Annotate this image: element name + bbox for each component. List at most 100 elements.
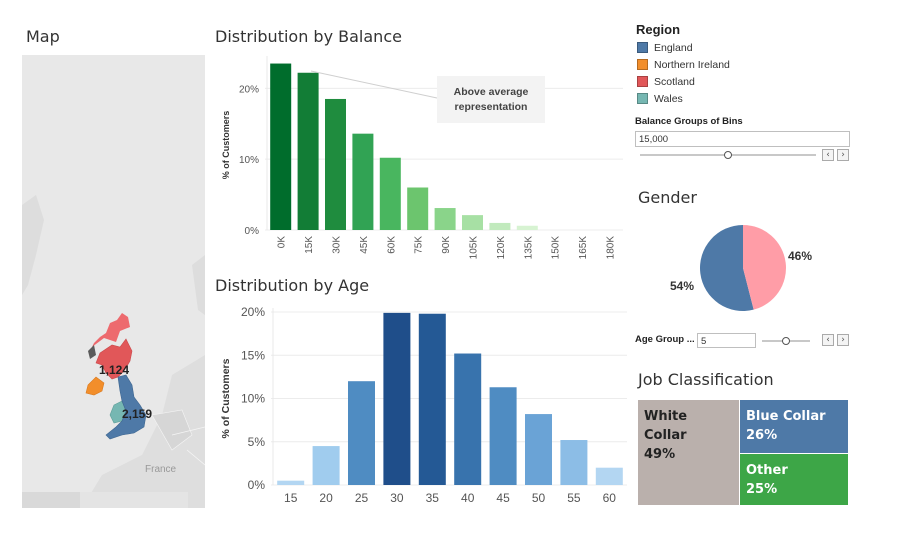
- pie-slice-label: 46%: [788, 249, 812, 263]
- balance-bins-input[interactable]: 15,000: [635, 131, 850, 147]
- annotation-line-2: representation: [454, 101, 528, 113]
- legend-item-wales[interactable]: Wales: [637, 90, 730, 107]
- annotation-line-1: Above average: [453, 86, 529, 98]
- bar[interactable]: [418, 313, 446, 485]
- x-tick-label: 165K: [578, 236, 589, 260]
- age-group-input[interactable]: 5: [697, 333, 756, 348]
- x-tick-label: 50: [532, 491, 546, 505]
- x-tick-label: 20: [319, 491, 333, 505]
- balance-bins-increment-button[interactable]: ›: [837, 149, 849, 161]
- pie-slice[interactable]: [700, 225, 754, 311]
- france-label: France: [145, 464, 177, 475]
- legend-label: Scotland: [654, 75, 695, 88]
- legend-label: England: [654, 41, 693, 54]
- bar[interactable]: [560, 440, 588, 485]
- scotland-region[interactable]: [95, 338, 133, 380]
- bar[interactable]: [383, 312, 411, 485]
- x-tick-label: 90K: [441, 236, 452, 254]
- tile-percent: 49%: [644, 447, 676, 462]
- legend-swatch: [637, 59, 648, 70]
- balance-bins-label: Balance Groups of Bins: [635, 116, 743, 127]
- gender-pie-chart: 54% 46%: [670, 225, 812, 311]
- legend-item-england[interactable]: England: [637, 39, 730, 56]
- age-group-increment-button[interactable]: ›: [837, 334, 849, 346]
- x-tick-label: 45K: [359, 236, 370, 254]
- tile-percent: 25%: [746, 482, 778, 497]
- legend-label: Northern Ireland: [654, 58, 730, 71]
- legend-item-northern-ireland[interactable]: Northern Ireland: [637, 56, 730, 73]
- x-tick-label: 150K: [551, 236, 562, 260]
- tile-other[interactable]: Other 25%: [740, 454, 848, 505]
- age-group-label: Age Group ...: [635, 334, 695, 345]
- y-axis-label: % of Customers: [220, 358, 232, 438]
- legend-swatch: [637, 76, 648, 87]
- balance-chart-title: Distribution by Balance: [215, 27, 402, 46]
- x-tick-label: 135K: [523, 236, 534, 260]
- map-title: Map: [26, 27, 60, 46]
- y-tick-label: 15%: [241, 348, 265, 362]
- pie-slice-label: 54%: [670, 279, 694, 293]
- age-chart: % of Customers 0% 5% 10% 15% 20% 15 20 25 30 35 40 4…: [220, 305, 627, 505]
- bar[interactable]: [489, 387, 517, 485]
- y-tick-label: 20%: [239, 84, 259, 95]
- bar[interactable]: [352, 133, 374, 230]
- bar[interactable]: [312, 446, 340, 485]
- bar[interactable]: [516, 225, 538, 230]
- y-tick-label: 10%: [239, 155, 259, 166]
- region-map[interactable]: 1,124 2,159 France: [22, 55, 205, 508]
- tile-blue-collar[interactable]: Blue Collar 26%: [740, 400, 848, 453]
- legend-label: Wales: [654, 92, 683, 105]
- bar[interactable]: [277, 480, 305, 485]
- bar[interactable]: [434, 208, 456, 230]
- bar[interactable]: [489, 222, 511, 230]
- tile-name: Blue Collar: [746, 409, 826, 424]
- y-tick-label: 20%: [241, 305, 265, 319]
- scotland-count-label: 1,124: [99, 363, 130, 377]
- bar[interactable]: [348, 381, 375, 485]
- legend-swatch: [637, 42, 648, 53]
- y-tick-label: 0%: [248, 478, 266, 492]
- tile-percent: 26%: [746, 428, 778, 443]
- tile-name: White Collar: [644, 409, 688, 443]
- annotation-leader-line: [310, 70, 438, 99]
- age-group-decrement-button[interactable]: ‹: [822, 334, 834, 346]
- northern-ireland-region[interactable]: [85, 376, 105, 396]
- bar[interactable]: [525, 414, 552, 485]
- x-tick-label: 60: [603, 491, 617, 505]
- x-tick-label: 75K: [414, 236, 425, 254]
- england-count-label: 2,159: [122, 407, 153, 421]
- x-tick-label: 35: [426, 491, 440, 505]
- tile-name: Other: [746, 463, 788, 478]
- bar[interactable]: [379, 157, 401, 230]
- bar[interactable]: [270, 63, 292, 230]
- x-tick-label: 25: [355, 491, 369, 505]
- legend-title: Region: [636, 22, 681, 37]
- x-tick-label: 30: [390, 491, 404, 505]
- bar[interactable]: [297, 72, 319, 230]
- bar[interactable]: [454, 353, 482, 485]
- england-region[interactable]: [105, 374, 147, 440]
- land-shape: [192, 255, 205, 315]
- x-tick-label: 15: [284, 491, 298, 505]
- bar[interactable]: [595, 467, 623, 485]
- job-treemap: White Collar 49% Blue Collar 26% Other 2…: [638, 400, 848, 505]
- pie-slice[interactable]: [743, 225, 786, 310]
- x-tick-label: 55: [567, 491, 581, 505]
- scotland-islands[interactable]: [92, 313, 130, 347]
- gender-title: Gender: [638, 188, 697, 207]
- legend-item-scotland[interactable]: Scotland: [637, 73, 730, 90]
- balance-bins-slider-thumb[interactable]: [724, 151, 732, 159]
- land-shape: [151, 409, 193, 451]
- tile-white-collar[interactable]: White Collar 49%: [638, 400, 739, 505]
- bar[interactable]: [462, 215, 483, 230]
- region-legend: England Northern Ireland Scotland Wales: [637, 39, 730, 107]
- map-scrollbar-thumb[interactable]: [22, 492, 80, 508]
- age-chart-title: Distribution by Age: [215, 276, 370, 295]
- bar[interactable]: [407, 187, 429, 231]
- y-axis-label: % of Customers: [221, 111, 231, 180]
- x-tick-label: 40: [461, 491, 475, 505]
- age-group-slider-thumb[interactable]: [782, 337, 790, 345]
- balance-bins-decrement-button[interactable]: ‹: [822, 149, 834, 161]
- bar[interactable]: [325, 98, 346, 230]
- x-tick-label: 120K: [496, 236, 507, 260]
